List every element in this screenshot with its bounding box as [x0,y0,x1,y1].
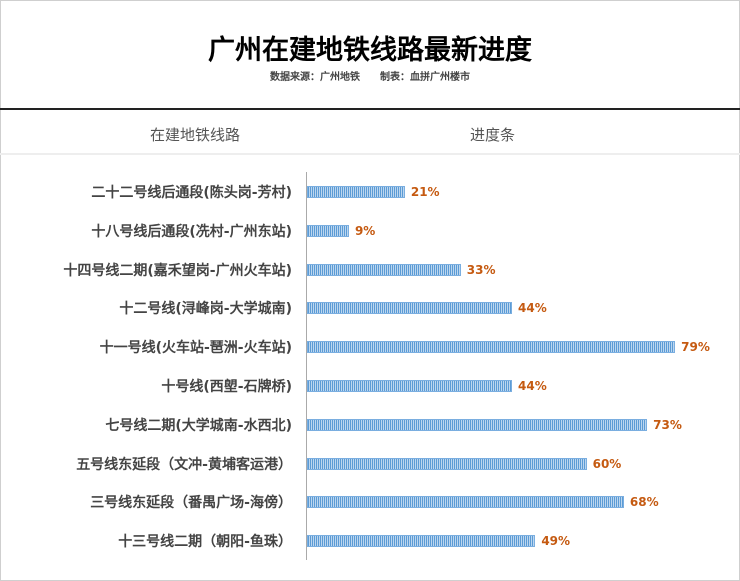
value-label: 49% [541,534,571,549]
value-label: 68% [629,495,659,510]
chart-subtitle: 数据来源：广州地铁 制表：血拼广州楼市 [0,68,740,83]
header-divider [0,153,740,155]
category-label: 十四号线二期(嘉禾望岗-广州火车站) [63,262,292,279]
value-label: 21% [410,185,440,199]
category-label: 十三号线二期（朝阳-鱼珠） [118,534,292,551]
column-header-lines: 在建地铁线路 [150,126,241,144]
category-label: 十二号线(浔峰岗-大学城南) [119,301,292,318]
value-label: 73% [653,417,682,432]
category-label: 七号线二期(大学城南-水西北) [105,417,292,434]
progress-bar [307,224,349,237]
category-label: 十一号线(火车站-琶洲-火车站) [99,340,292,357]
header-rule [0,108,740,110]
progress-bar [307,496,624,509]
progress-bar [307,380,513,392]
progress-bar [307,341,676,354]
value-label: 33% [466,262,496,277]
value-label: 44% [518,379,547,393]
progress-bar [307,302,513,315]
value-label: 9% [354,223,376,238]
progress-bar [307,418,648,431]
column-header-progress: 进度条 [470,126,516,144]
value-label: 79% [681,340,710,355]
category-label: 五号线东延段（文冲-黄埔客运港） [76,456,292,473]
data-source: 数据来源：广州地铁 [270,72,360,83]
category-label: 十号线(西塱-石牌桥) [161,379,292,395]
progress-bar [307,186,405,198]
progress-bar [307,263,461,276]
chart-title: 广州在建地铁线路最新进度 [208,35,532,66]
chart-maker: 制表：血拼广州楼市 [380,72,470,83]
category-label: 十八号线后通段(冼村-广州东站) [91,223,292,240]
category-axis [306,172,307,560]
value-label: 44% [518,301,547,316]
progress-bar [307,457,587,470]
value-label: 60% [592,456,622,471]
category-label: 二十二号线后通段(陈头岗-芳村) [91,185,292,201]
progress-bar [307,535,536,548]
category-label: 三号线东延段（番禺广场-海傍） [90,495,292,512]
